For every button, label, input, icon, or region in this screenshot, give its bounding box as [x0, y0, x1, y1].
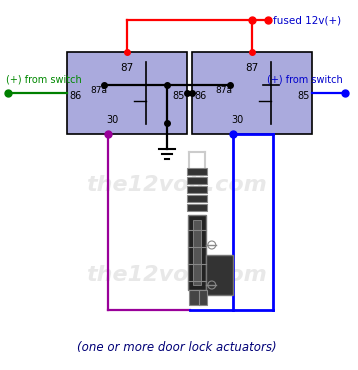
Text: 87a: 87a: [215, 85, 232, 94]
Text: fused 12v(+): fused 12v(+): [273, 15, 341, 25]
Bar: [192, 52, 312, 134]
Text: 85: 85: [172, 91, 184, 101]
Bar: [193, 220, 201, 285]
Bar: [187, 177, 207, 184]
Text: (+) from switch: (+) from switch: [267, 74, 343, 84]
Text: 30: 30: [231, 115, 243, 125]
Bar: [187, 204, 207, 211]
Text: 87: 87: [120, 63, 134, 73]
Bar: [189, 290, 201, 305]
Bar: [67, 52, 187, 134]
Text: 87: 87: [246, 63, 259, 73]
Text: (+) from switch: (+) from switch: [6, 74, 82, 84]
Bar: [206, 255, 233, 295]
Text: the12volt.com: the12volt.com: [86, 175, 267, 195]
Text: 87a: 87a: [90, 85, 107, 94]
Text: 86: 86: [195, 91, 207, 101]
Text: 86: 86: [70, 91, 82, 101]
Text: 85: 85: [297, 91, 310, 101]
Bar: [187, 195, 207, 202]
Text: 30: 30: [106, 115, 118, 125]
Text: the12volt.com: the12volt.com: [86, 265, 267, 285]
Text: (one or more door lock actuators): (one or more door lock actuators): [77, 342, 276, 354]
Bar: [199, 290, 207, 305]
Bar: [187, 186, 207, 193]
Bar: [188, 215, 206, 290]
Bar: [187, 168, 207, 175]
